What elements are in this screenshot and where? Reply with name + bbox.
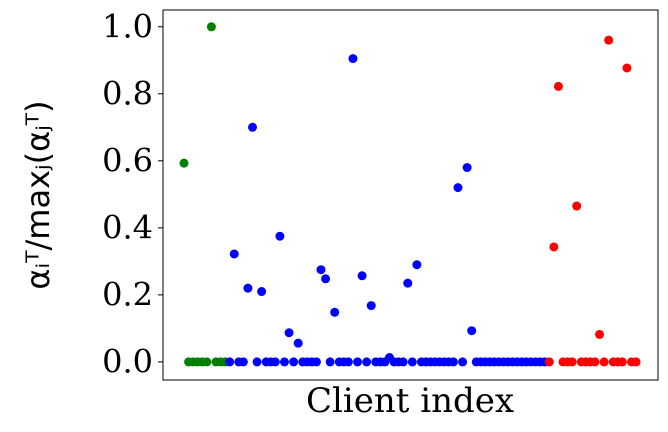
point — [321, 274, 331, 284]
point — [229, 249, 239, 259]
point — [284, 328, 294, 338]
point — [403, 278, 413, 288]
point — [248, 122, 258, 132]
y-tick-label: 0.4 — [102, 208, 153, 246]
point — [311, 357, 321, 367]
point — [357, 271, 367, 281]
point — [362, 357, 372, 367]
point — [572, 201, 582, 211]
y-tick-label: 1.0 — [102, 7, 153, 45]
point — [225, 357, 235, 367]
point — [467, 326, 477, 336]
point — [617, 357, 627, 367]
point — [270, 357, 280, 367]
point — [206, 22, 216, 32]
point — [343, 357, 353, 367]
point — [243, 283, 253, 293]
point — [631, 357, 641, 367]
point — [279, 357, 289, 367]
point — [462, 163, 472, 173]
point — [453, 183, 463, 193]
y-axis-label: αᵢᵀ/maxⱼ(αⱼᵀ) — [19, 100, 57, 289]
point — [325, 357, 335, 367]
point — [252, 357, 262, 367]
point — [622, 63, 632, 73]
point — [366, 301, 376, 311]
y-tick-label: 0.6 — [102, 141, 153, 179]
point — [448, 357, 458, 367]
point — [275, 231, 285, 241]
point — [458, 357, 468, 367]
point — [293, 338, 303, 348]
point — [353, 357, 363, 367]
point — [316, 265, 326, 275]
point — [590, 357, 600, 367]
point — [567, 357, 577, 367]
point — [238, 357, 248, 367]
point — [553, 81, 563, 91]
point — [599, 357, 609, 367]
plot-frame — [162, 9, 659, 381]
x-axis-label: Client index — [306, 381, 514, 421]
point — [289, 357, 299, 367]
point — [544, 357, 554, 367]
y-tick-label: 0.0 — [102, 342, 153, 380]
point — [549, 242, 559, 252]
point — [398, 357, 408, 367]
point — [202, 357, 212, 367]
point — [412, 260, 422, 270]
point — [330, 307, 340, 317]
point — [595, 329, 605, 339]
point — [179, 158, 189, 168]
point — [348, 54, 358, 64]
y-tick-label: 0.2 — [102, 275, 153, 313]
point — [604, 35, 614, 45]
point — [407, 357, 417, 367]
point — [257, 287, 267, 297]
y-tick-label: 0.8 — [102, 74, 153, 112]
